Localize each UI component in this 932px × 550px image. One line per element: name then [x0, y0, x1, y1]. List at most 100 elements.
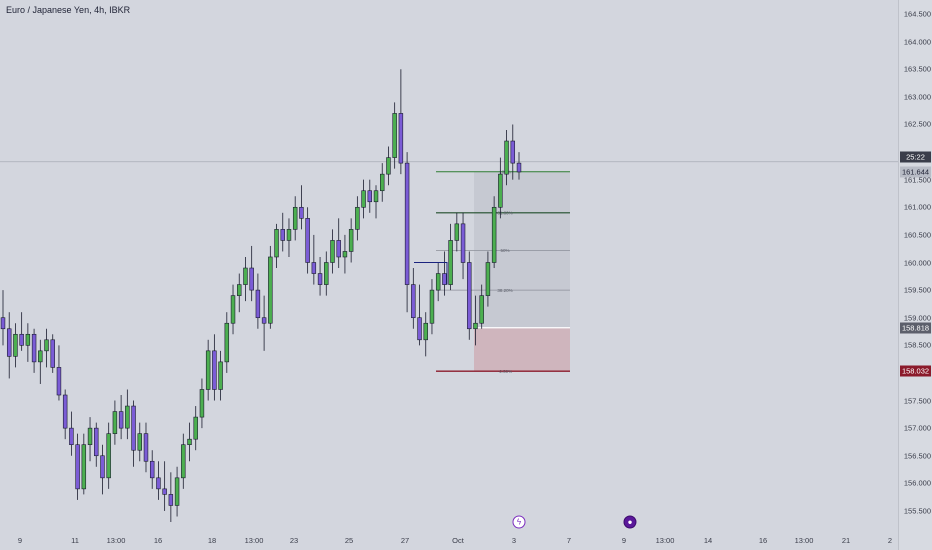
- time-tick-label: 13:00: [106, 536, 126, 545]
- candle-body: [168, 494, 174, 506]
- candle-body: [125, 405, 130, 429]
- candle-body: [398, 113, 404, 164]
- candle-body: [174, 477, 180, 506]
- candle-body: [156, 477, 161, 490]
- candle-body: [112, 411, 118, 434]
- time-axis[interactable]: 9 11 13:00 16 18 13:00 23 25 27 Oct 3 7 9 13:00 14 16 13…: [0, 530, 898, 550]
- price-tick-label: 160.000: [903, 258, 931, 267]
- candle-body: [243, 267, 248, 285]
- candle-body: [411, 284, 416, 319]
- candle-body: [268, 256, 273, 324]
- candle-body: [485, 262, 491, 296]
- candle-body: [218, 361, 223, 390]
- candle-body: [143, 433, 149, 462]
- loss-zone: [474, 327, 570, 372]
- candle-body: [69, 427, 74, 446]
- axis-settings-corner[interactable]: [898, 530, 932, 550]
- candle-body: [367, 190, 373, 203]
- candle-body: [355, 206, 360, 230]
- price-tick-label: 162.500: [903, 119, 931, 129]
- time-tick-label: 25: [344, 536, 354, 545]
- time-tick-label: 23: [289, 536, 299, 545]
- candle-body: [199, 389, 205, 418]
- profit-zone: [474, 171, 570, 328]
- time-tick-label: 16: [153, 536, 163, 545]
- candle-body: [106, 433, 111, 479]
- earnings-event-icon[interactable]: ●: [623, 515, 637, 529]
- price-tick-label: 161.500: [903, 175, 931, 185]
- candle-body: [25, 333, 31, 346]
- price-tick-label: 159.000: [903, 313, 931, 323]
- candle-body: [336, 240, 341, 258]
- candle-body: [255, 289, 261, 319]
- candle-body: [423, 322, 428, 341]
- price-tick-label: 156.000: [903, 478, 931, 488]
- candle-body: [467, 262, 472, 330]
- time-tick-label: 9: [17, 536, 23, 545]
- candle-body: [205, 350, 211, 390]
- candle-body: [491, 206, 497, 263]
- candle-body: [510, 140, 516, 164]
- time-tick-label: 13:00: [655, 536, 675, 545]
- current-price-badge: 161.644: [900, 166, 931, 178]
- candle-body: [100, 455, 105, 479]
- candle-body: [311, 262, 317, 274]
- candle-body: [118, 411, 124, 429]
- time-tick-label: 7: [566, 536, 572, 545]
- candle-body: [299, 206, 304, 219]
- candle-body: [131, 405, 136, 451]
- candle-body: [324, 262, 329, 285]
- candlestick-plot[interactable]: 100%61.80%50%38.20%-2.50%: [0, 0, 898, 530]
- price-axis[interactable]: 164.500 164.000 163.500 163.000 162.500 161.5…: [898, 0, 932, 530]
- candle-body: [87, 427, 93, 446]
- time-tick-label: 21: [841, 536, 851, 545]
- swing-marker: [414, 262, 448, 285]
- candle-body: [417, 317, 422, 341]
- time-tick-label: 2: [887, 536, 893, 545]
- price-tick-label: 159.500: [903, 285, 931, 295]
- countdown-badge: 25:22: [900, 151, 931, 163]
- candle-body: [249, 267, 254, 291]
- fib-level-label: 61.80%: [497, 211, 512, 216]
- candle-body: [342, 251, 348, 258]
- price-tick-label: 157.500: [903, 396, 931, 406]
- candle-body: [162, 488, 167, 495]
- price-tick-label: 160.500: [903, 230, 931, 240]
- lightning-event-icon[interactable]: ϟ: [512, 515, 526, 529]
- candle-body: [56, 367, 62, 396]
- candle-body: [317, 273, 323, 285]
- candle-body: [386, 157, 391, 175]
- candle-body: [38, 350, 43, 363]
- candle-body: [19, 333, 24, 346]
- candle-body: [348, 229, 354, 252]
- candle-body: [504, 140, 509, 175]
- entry-price-badge: 158.818: [900, 322, 931, 334]
- price-tick-label: 156.500: [903, 451, 931, 461]
- candle-body: [380, 173, 385, 192]
- candle-body: [460, 223, 466, 263]
- candle-body: [435, 273, 441, 291]
- candle-body: [75, 444, 80, 490]
- candle-body: [181, 444, 186, 479]
- candle-body: [94, 427, 99, 457]
- price-tick-label: 163.500: [903, 64, 931, 74]
- candle-body: [31, 333, 37, 363]
- candle-body: [404, 162, 410, 285]
- candle-body: [280, 229, 285, 241]
- price-tick-label: 164.000: [903, 37, 931, 47]
- candle-body: [81, 444, 87, 490]
- time-tick-label: 3: [511, 536, 517, 545]
- time-tick-label: 18: [207, 536, 217, 545]
- candle-body: [392, 113, 397, 158]
- candle-body: [230, 295, 236, 324]
- candle-body: [361, 190, 366, 208]
- fib-level-label: 50%: [500, 248, 509, 253]
- candle-body: [473, 322, 478, 330]
- chart-title: Euro / Japanese Yen, 4h, IBKR: [6, 5, 131, 15]
- candle-body: [212, 350, 217, 390]
- candle-body: [193, 416, 198, 440]
- time-tick-label: 13:00: [244, 536, 264, 545]
- price-tick-label: 161.000: [903, 202, 931, 212]
- candle-body: [448, 240, 453, 285]
